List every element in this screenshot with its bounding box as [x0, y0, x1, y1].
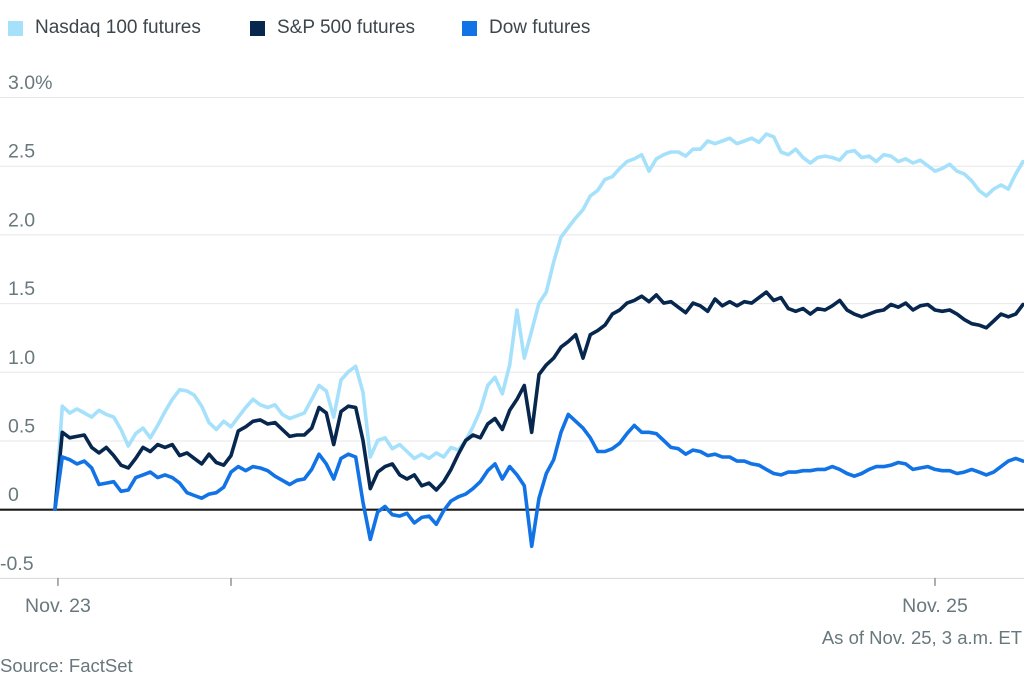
as-of-note: As of Nov. 25, 3 a.m. ET: [821, 627, 1022, 648]
legend-label-dow: Dow futures: [489, 17, 591, 38]
y-axis-label: 1.0: [8, 347, 35, 369]
x-axis-label: Nov. 23: [25, 595, 91, 617]
legend-item-dow: Dow futures: [462, 17, 590, 39]
x-axis-label: Nov. 25: [902, 595, 968, 617]
chart-legend: Nasdaq 100 futures S&P 500 futures Dow f…: [0, 0, 1024, 50]
y-axis-label: 2.5: [8, 141, 35, 163]
series-line-s-p-500-futures: [53, 290, 1024, 512]
legend-item-nasdaq: Nasdaq 100 futures: [8, 17, 201, 39]
legend-label-sp500: S&P 500 futures: [277, 17, 416, 38]
legend-label-nasdaq: Nasdaq 100 futures: [35, 17, 201, 38]
series-line-dow-futures: [53, 412, 1024, 549]
y-axis-label: -0.5: [0, 553, 34, 575]
y-axis-label: 2.0: [8, 209, 35, 231]
sp500-swatch-icon: [250, 20, 265, 36]
series-line-nasdaq-100-futures: [53, 132, 1024, 512]
source-credit: Source: FactSet: [0, 655, 133, 676]
dow-swatch-icon: [462, 20, 477, 36]
nasdaq-swatch-icon: [8, 20, 23, 36]
y-axis-label: 0.5: [8, 416, 35, 438]
y-axis-label: 0: [8, 484, 19, 506]
y-axis-label: 1.5: [8, 278, 35, 300]
y-axis-label: 3.0%: [8, 72, 52, 94]
legend-item-sp500: S&P 500 futures: [250, 17, 415, 39]
